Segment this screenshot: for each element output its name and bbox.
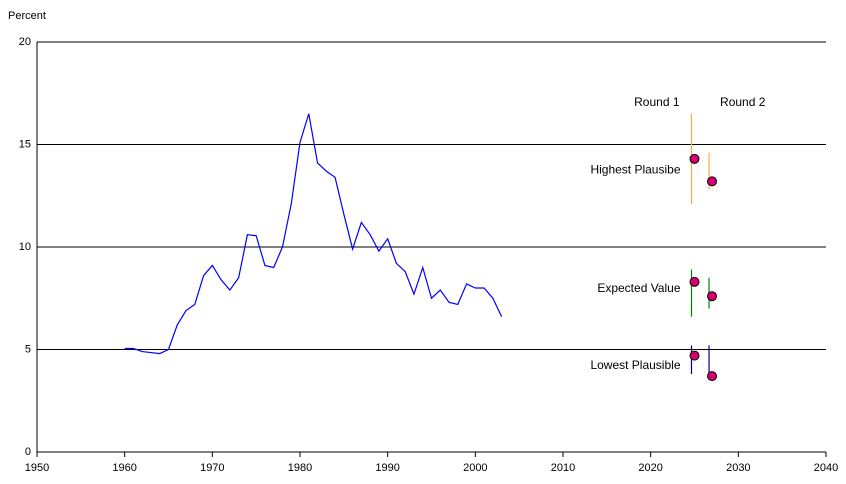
estimate-point: [707, 371, 718, 382]
y-tick-label: 5: [25, 343, 31, 355]
x-tick-label: 2010: [551, 462, 575, 474]
round-label: Round 1: [634, 95, 680, 109]
x-tick-label: 2040: [814, 462, 838, 474]
x-tick-label: 1970: [200, 462, 224, 474]
y-tick-label: 10: [19, 241, 31, 253]
round-label: Round 2: [720, 95, 766, 109]
estimate-point: [689, 153, 700, 164]
x-tick-label: 2030: [726, 462, 750, 474]
estimate-point: [689, 276, 700, 287]
y-axis-label: Percent: [8, 10, 46, 22]
estimate-point: [707, 291, 718, 302]
x-tick-label: 1990: [375, 462, 399, 474]
x-tick-label: 2000: [463, 462, 487, 474]
estimate-label: Lowest Plausible: [590, 358, 680, 372]
estimate-label: Expected Value: [597, 281, 680, 295]
x-tick-label: 2020: [638, 462, 662, 474]
data-line: [124, 113, 503, 355]
estimate-label: Highest Plausibe: [590, 162, 680, 176]
estimate-point: [707, 176, 718, 187]
estimate-point: [689, 350, 700, 361]
x-tick-label: 1950: [25, 462, 49, 474]
y-tick-label: 15: [19, 138, 31, 150]
x-tick-label: 1960: [112, 462, 136, 474]
y-tick-label: 20: [19, 36, 31, 48]
x-tick-label: 1980: [288, 462, 312, 474]
y-tick-label: 0: [25, 446, 31, 458]
